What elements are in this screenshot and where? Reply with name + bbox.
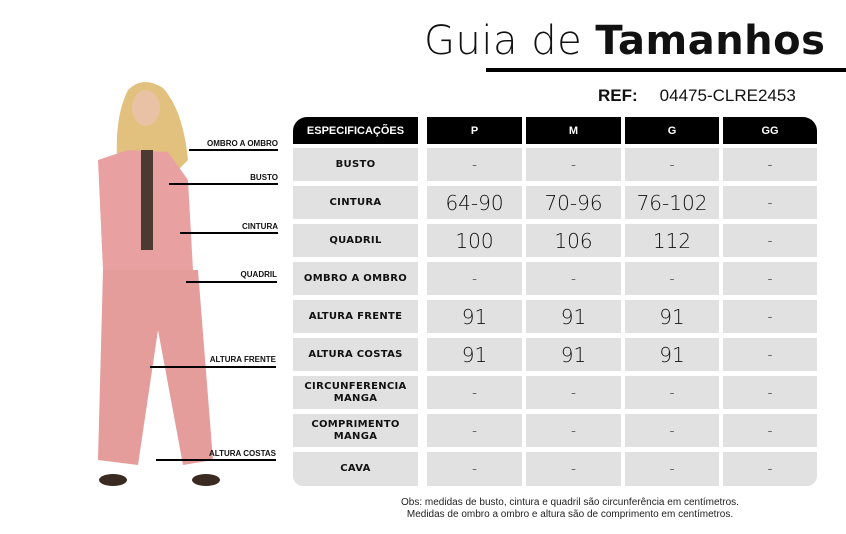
table-cell: - — [723, 376, 817, 409]
table-cell: - — [526, 452, 621, 486]
table-cell: - — [723, 300, 817, 333]
table-cell: - — [723, 148, 817, 181]
table-cell: 70-96 — [526, 186, 621, 219]
row-label: BUSTO — [293, 148, 418, 181]
table-cell: - — [427, 148, 522, 181]
title-underline — [486, 68, 846, 72]
table-cell: 91 — [427, 300, 522, 333]
table-cell: 112 — [625, 224, 719, 257]
note-line: Obs: medidas de busto, cintura e quadril… — [401, 497, 739, 508]
row-label: ALTURA COSTAS — [293, 338, 418, 371]
table-cell: 91 — [427, 338, 522, 371]
table-cell: - — [723, 186, 817, 219]
table-cell: - — [723, 414, 817, 447]
row-label: ALTURA FRENTE — [293, 300, 418, 333]
notes: Obs: medidas de busto, cintura e quadril… — [360, 497, 780, 521]
column-header: GG — [723, 117, 817, 144]
table-cell: 76-102 — [625, 186, 719, 219]
table-cell: - — [625, 376, 719, 409]
table-cell: - — [526, 376, 621, 409]
row-label: CIRCUNFERENCIA MANGA — [293, 376, 418, 409]
row-label: COMPRIMENTO MANGA — [293, 414, 418, 447]
column-header: ESPECIFICAÇÕES — [293, 117, 418, 144]
page-title: Guia de Tamanhos — [424, 18, 826, 64]
row-label: CAVA — [293, 452, 418, 486]
table-cell: - — [526, 262, 621, 295]
table-cell: - — [427, 376, 522, 409]
table-cell: - — [625, 414, 719, 447]
column-header: G — [625, 117, 719, 144]
table-cell: - — [625, 262, 719, 295]
table-cell: 91 — [625, 300, 719, 333]
column-header: P — [427, 117, 522, 144]
table-cell: - — [625, 452, 719, 486]
table-cell: 106 — [526, 224, 621, 257]
row-label: CINTURA — [293, 186, 418, 219]
row-label: QUADRIL — [293, 224, 418, 257]
table-cell: 91 — [526, 338, 621, 371]
product-ref: REF: 04475-CLRE2453 — [598, 86, 796, 105]
note-line: Medidas de ombro a ombro e altura são de… — [406, 509, 734, 520]
table-cell: - — [427, 262, 522, 295]
table-cell: - — [427, 414, 522, 447]
model-figure — [98, 81, 220, 486]
table-cell: 100 — [427, 224, 522, 257]
column-header: M — [526, 117, 621, 144]
table-cell: 64-90 — [427, 186, 522, 219]
table-cell: 91 — [526, 300, 621, 333]
table-cell: - — [723, 452, 817, 486]
table-cell: - — [723, 224, 817, 257]
table-cell: 91 — [625, 338, 719, 371]
table-cell: - — [427, 452, 522, 486]
table-cell: - — [723, 338, 817, 371]
row-label: OMBRO A OMBRO — [293, 262, 418, 295]
table-cell: - — [625, 148, 719, 181]
table-cell: - — [526, 148, 621, 181]
table-cell: - — [526, 414, 621, 447]
table-cell: - — [723, 262, 817, 295]
